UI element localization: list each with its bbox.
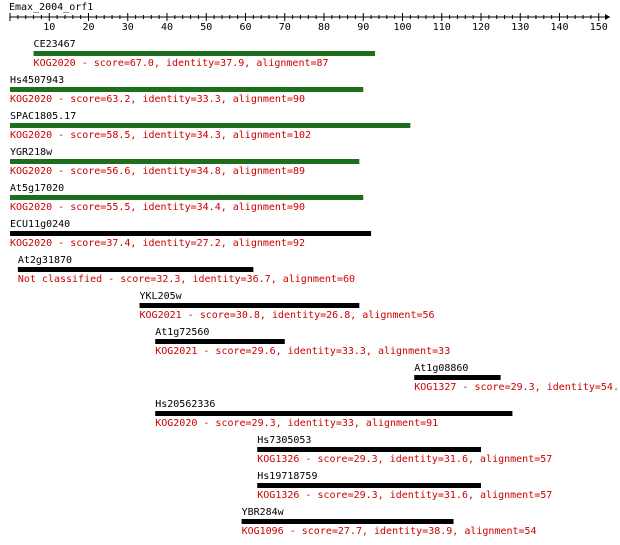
hit-alignment-bar[interactable] — [33, 51, 376, 56]
hit-row[interactable]: At1g08860 KOG1327 - score=29.3, identity=… — [414, 363, 619, 393]
hit-name[interactable]: Hs20562336 — [155, 399, 215, 410]
hit-name[interactable]: At1g72560 — [155, 327, 209, 338]
hit-row[interactable]: At2g31870 Not classified - score=32.3, id… — [17, 255, 355, 285]
hit-description: KOG1096 - score=27.7, identity=38.9, ali… — [242, 526, 537, 537]
hit-row[interactable]: YGR218w KOG2020 - score=56.6, identity=34… — [10, 147, 360, 177]
hit-description: KOG2020 - score=37.4, identity=27.2, ali… — [10, 238, 305, 249]
hit-name[interactable]: Hs4507943 — [10, 75, 64, 86]
hit-row[interactable]: Hs7305053 KOG1326 - score=29.3, identity=… — [257, 435, 552, 465]
ruler-tick-label: 70 — [279, 22, 291, 33]
hit-description: KOG1326 - score=29.3, identity=31.6, ali… — [257, 490, 552, 501]
hit-name[interactable]: Hs19718759 — [257, 471, 317, 482]
ruler-tick-label: 10 — [43, 22, 55, 33]
hit-name[interactable]: At5g17020 — [10, 183, 64, 194]
hit-description: KOG1327 - score=29.3, identity=54. — [414, 382, 619, 393]
ruler-tick-label: 90 — [357, 22, 369, 33]
hit-alignment-bar[interactable] — [414, 375, 501, 380]
hit-name[interactable]: Hs7305053 — [257, 435, 311, 446]
hit-description: KOG2020 - score=29.3, identity=33, align… — [155, 418, 438, 429]
hit-description: KOG2020 - score=56.6, identity=34.8, ali… — [10, 166, 305, 177]
hit-row[interactable]: YBR284w KOG1096 - score=27.7, identity=38… — [241, 507, 537, 537]
sequence-ruler: 10 20 30 40 50 60 70 80 90 100 110 120 130 140 150 — [9, 13, 610, 33]
hit-name[interactable]: At2g31870 — [18, 255, 72, 266]
hit-description: KOG2020 - score=55.5, identity=34.4, ali… — [10, 202, 305, 213]
hit-alignment-bar[interactable] — [257, 447, 481, 452]
hit-alignment-bar[interactable] — [10, 231, 372, 236]
hit-alignment-bar[interactable] — [139, 303, 360, 308]
hit-name[interactable]: YKL205w — [140, 291, 183, 302]
ruler-tick-label: 100 — [393, 22, 411, 33]
ruler-tick-label: 130 — [511, 22, 529, 33]
hit-description: KOG2021 - score=29.6, identity=33.3, ali… — [155, 346, 450, 357]
hit-row[interactable]: Hs20562336 KOG2020 - score=29.3, identity… — [155, 399, 513, 429]
ruler-tick-label: 80 — [318, 22, 330, 33]
ruler-tick-label: 150 — [590, 22, 608, 33]
hit-alignment-bar[interactable] — [10, 87, 364, 92]
ruler-tick-label: 110 — [433, 22, 451, 33]
ruler-tick-label: 50 — [200, 22, 212, 33]
ruler-tick-label: 60 — [239, 22, 251, 33]
hit-row[interactable]: Hs4507943 KOG2020 - score=63.2, identity=… — [10, 75, 364, 105]
hit-alignment-bar[interactable] — [155, 339, 285, 344]
hit-description: Not classified - score=32.3, identity=36… — [18, 274, 355, 285]
hit-description: KOG2020 - score=63.2, identity=33.3, ali… — [10, 94, 305, 105]
hit-row[interactable]: YKL205w KOG2021 - score=30.8, identity=26… — [139, 291, 435, 321]
hit-name[interactable]: ECU11g0240 — [10, 219, 70, 230]
hit-row[interactable]: At5g17020 KOG2020 - score=55.5, identity=… — [10, 183, 364, 213]
ruler-tick-label: 140 — [550, 22, 568, 33]
hit-row[interactable]: SPAC1805.17 KOG2020 - score=58.5, identit… — [10, 111, 411, 141]
hit-description: KOG1326 - score=29.3, identity=31.6, ali… — [257, 454, 552, 465]
hit-alignment-bar[interactable] — [10, 159, 360, 164]
hit-name[interactable]: YGR218w — [10, 147, 53, 158]
hit-row[interactable]: ECU11g0240 KOG2020 - score=37.4, identity… — [10, 219, 372, 249]
hit-description: KOG2020 - score=67.0, identity=37.9, ali… — [34, 58, 329, 69]
hit-description: KOG2020 - score=58.5, identity=34.3, ali… — [10, 130, 311, 141]
hit-name[interactable]: YBR284w — [242, 507, 285, 518]
hit-alignment-bar[interactable] — [155, 411, 513, 416]
hit-alignment-bar[interactable] — [10, 123, 411, 128]
hit-row[interactable]: At1g72560 KOG2021 - score=29.6, identity=… — [155, 327, 450, 357]
hit-description: KOG2021 - score=30.8, identity=26.8, ali… — [140, 310, 435, 321]
ruler-tick-label: 120 — [472, 22, 490, 33]
hit-name[interactable]: At1g08860 — [414, 363, 468, 374]
hit-alignment-bar[interactable] — [10, 195, 364, 200]
hit-alignment-bar[interactable] — [257, 483, 481, 488]
hit-row[interactable]: CE23467 KOG2020 - score=67.0, identity=37… — [33, 39, 376, 69]
hit-alignment-bar[interactable] — [17, 267, 254, 272]
ruler-tick-label: 30 — [122, 22, 134, 33]
hit-name[interactable]: CE23467 — [34, 39, 76, 50]
ruler-tick-label: 40 — [161, 22, 173, 33]
query-title: Emax_2004_orf1 — [9, 2, 93, 13]
hit-list: CE23467 KOG2020 - score=67.0, identity=37… — [10, 39, 619, 537]
ruler-arrow-icon — [605, 14, 610, 20]
hit-name[interactable]: SPAC1805.17 — [10, 111, 76, 122]
hit-row[interactable]: Hs19718759 KOG1326 - score=29.3, identity… — [257, 471, 552, 501]
hit-alignment-bar[interactable] — [241, 519, 454, 524]
ruler-tick-label: 20 — [82, 22, 94, 33]
